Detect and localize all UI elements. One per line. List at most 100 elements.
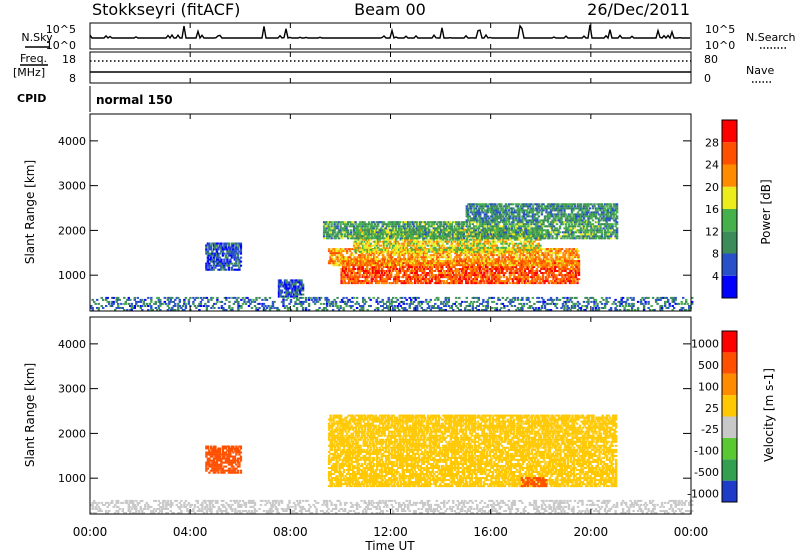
data-cell [571,252,574,255]
data-cell [540,266,543,268]
data-cell [510,221,514,224]
data-cell [366,237,369,240]
data-cell [539,248,543,251]
data-cell [457,282,460,285]
data-cell [561,223,565,226]
data-cell [568,280,572,283]
data-cell [603,225,607,228]
data-cell [387,238,390,241]
data-cell [396,223,399,226]
data-cell [419,228,422,231]
data-cell [344,270,348,272]
data-cell [395,227,398,230]
data-cell [404,258,407,261]
data-cell [559,256,562,259]
data-cell [386,237,389,240]
data-cell [544,276,548,279]
data-cell [331,233,335,236]
data-cell [491,213,494,216]
data-cell [511,260,514,263]
data-cell [463,260,466,263]
data-cell [406,258,409,261]
data-cell [537,250,541,253]
data-cell [465,205,468,208]
data-cell [507,268,510,270]
data-cell [544,264,547,267]
data-cell [520,260,523,263]
data-cell [507,238,511,241]
data-cell [557,229,560,232]
data-cell [403,282,406,285]
data-cell [488,223,491,226]
data-cell [514,266,518,268]
data-cell [509,248,512,251]
data-cell [448,268,451,270]
data-cell [355,280,358,283]
data-cell [502,254,505,257]
data-cell [355,282,358,285]
data-cell [549,223,553,226]
data-cell [603,233,607,236]
data-cell [370,274,373,277]
data-cell [347,256,350,259]
data-cell [417,227,420,230]
data-cell [417,237,420,240]
data-cell [447,278,450,281]
data-cell [333,237,336,240]
data-cell [506,260,510,263]
data-cell [435,276,438,279]
data-cell [342,231,345,234]
data-cell [421,282,424,285]
data-cell [367,254,370,257]
data-cell [537,276,540,279]
data-cell [361,254,364,257]
data-cell [477,233,480,236]
data-cell [406,264,409,267]
data-cell [514,262,517,265]
data-cell [541,264,544,267]
data-cell [470,238,473,241]
data-cell [447,229,450,232]
data-cell [477,244,480,247]
data-cell [455,225,458,228]
data-cell [420,242,423,245]
data-cell [456,274,459,277]
data-cell [549,227,553,230]
data-cell [437,231,440,234]
data-cell [373,280,376,283]
data-cell [434,260,437,263]
data-cell [354,234,357,237]
data-cell [516,272,519,274]
data-cell [540,225,544,228]
data-cell [498,240,502,243]
data-cell [411,250,414,253]
data-cell [557,250,561,253]
data-cell [354,252,358,255]
data-cell [535,270,539,272]
data-cell [446,252,449,255]
data-cell [431,260,434,263]
data-cell [380,229,383,232]
data-cell [371,225,374,228]
data-cell [493,278,497,281]
data-cell [560,237,563,240]
data-cell [508,278,512,281]
data-cell [405,282,408,285]
data-cell [511,268,515,270]
data-cell [365,246,368,249]
data-cell [570,231,574,234]
data-cell [440,250,443,253]
data-cell [574,266,578,268]
data-cell [396,278,399,281]
data-cell [479,229,482,232]
freq-label: Freq. [20,52,47,65]
data-cell [416,232,419,235]
data-cell [606,225,610,228]
data-cell [397,278,400,281]
data-cell [553,282,557,285]
data-cell [424,262,427,265]
data-cell [371,230,374,233]
data-cell [465,278,468,281]
data-cell [572,233,575,236]
data-cell [588,229,592,232]
